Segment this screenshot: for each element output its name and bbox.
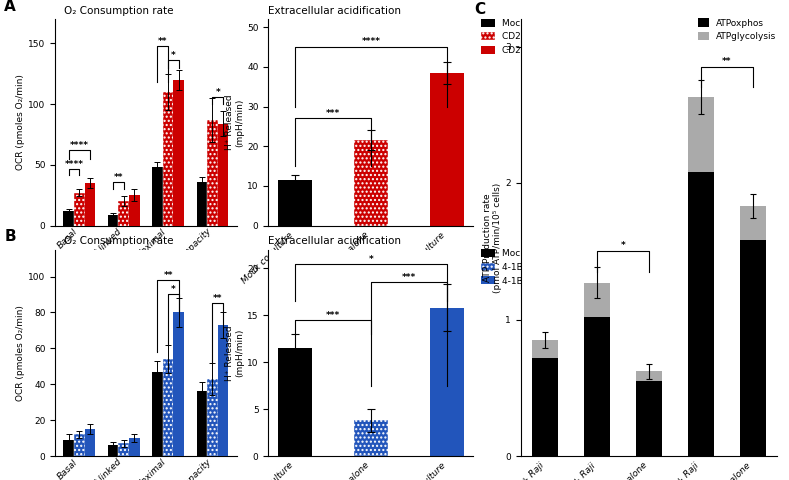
Text: **: ** (213, 294, 222, 303)
Text: **: ** (163, 271, 173, 280)
Text: *: * (171, 286, 176, 294)
Bar (108, 215, 118, 226)
Y-axis label: H⁺ Released
(mpH/min): H⁺ Released (mpH/min) (225, 325, 245, 381)
Text: ****: **** (70, 141, 89, 150)
Bar (152, 372, 163, 456)
Text: ***: *** (326, 108, 340, 118)
Bar (108, 445, 118, 456)
Text: Extracellular acidification: Extracellular acidification (268, 6, 402, 16)
Bar (63, 440, 74, 456)
Bar (84, 429, 95, 456)
Bar (196, 182, 208, 226)
Text: **: ** (114, 173, 123, 182)
Bar (739, 240, 765, 456)
Legend: Mock coculture, 4-1BB alone, 4-1BB coculture: Mock coculture, 4-1BB alone, 4-1BB cocul… (477, 245, 578, 289)
Text: B: B (5, 229, 16, 244)
Bar (118, 201, 129, 226)
Bar (278, 348, 312, 456)
Legend: ATPoxphos, ATPglycolysis: ATPoxphos, ATPglycolysis (694, 15, 780, 45)
Bar (430, 308, 464, 456)
Bar (174, 312, 184, 456)
Text: ****: **** (65, 159, 84, 168)
Bar (84, 183, 95, 226)
Text: ****: **** (361, 37, 380, 46)
Text: A: A (5, 0, 16, 13)
Bar (118, 444, 129, 456)
Bar (353, 420, 388, 456)
Text: Extracellular acidification: Extracellular acidification (268, 236, 402, 246)
Bar (208, 379, 218, 456)
Text: ***: *** (402, 274, 416, 282)
Bar (174, 80, 184, 226)
Bar (688, 172, 714, 456)
Text: *: * (215, 88, 220, 97)
Bar (163, 92, 174, 226)
Bar (584, 317, 610, 456)
Bar (584, 283, 610, 317)
Y-axis label: OCR (pmoles O₂/min): OCR (pmoles O₂/min) (17, 305, 25, 401)
Y-axis label: H⁺ Released
(mpH/min): H⁺ Released (mpH/min) (225, 95, 245, 150)
Bar (533, 340, 559, 358)
Bar (636, 372, 662, 381)
Y-axis label: OCR (pmoles O₂/min): OCR (pmoles O₂/min) (17, 74, 25, 170)
Bar (152, 168, 163, 226)
Bar (739, 206, 765, 240)
Bar (533, 358, 559, 456)
Text: ***: *** (326, 311, 340, 320)
Y-axis label: ATP Production rate
(pmol ATP/min/10⁵ cells): ATP Production rate (pmol ATP/min/10⁵ ce… (483, 182, 503, 293)
Bar (63, 211, 74, 226)
Bar (129, 195, 140, 226)
Bar (688, 97, 714, 172)
Text: **: ** (722, 57, 731, 66)
Text: **: ** (158, 37, 167, 46)
Text: *: * (621, 241, 626, 250)
Text: *: * (171, 51, 176, 60)
Bar (129, 438, 140, 456)
Bar (278, 180, 312, 226)
Legend: Mock coculture, CD28 alone, CD28 coculture: Mock coculture, CD28 alone, CD28 cocultu… (477, 15, 575, 59)
Text: O₂ Consumption rate: O₂ Consumption rate (64, 6, 174, 16)
Bar (636, 381, 662, 456)
Bar (196, 391, 208, 456)
Text: O₂ Consumption rate: O₂ Consumption rate (64, 236, 174, 246)
Bar (353, 140, 388, 226)
Bar (74, 193, 84, 226)
Bar (208, 120, 218, 226)
Bar (218, 325, 229, 456)
Bar (218, 124, 229, 226)
Bar (430, 73, 464, 226)
Text: C: C (475, 2, 486, 17)
Bar (74, 434, 84, 456)
Bar (163, 359, 174, 456)
Text: *: * (368, 255, 373, 264)
